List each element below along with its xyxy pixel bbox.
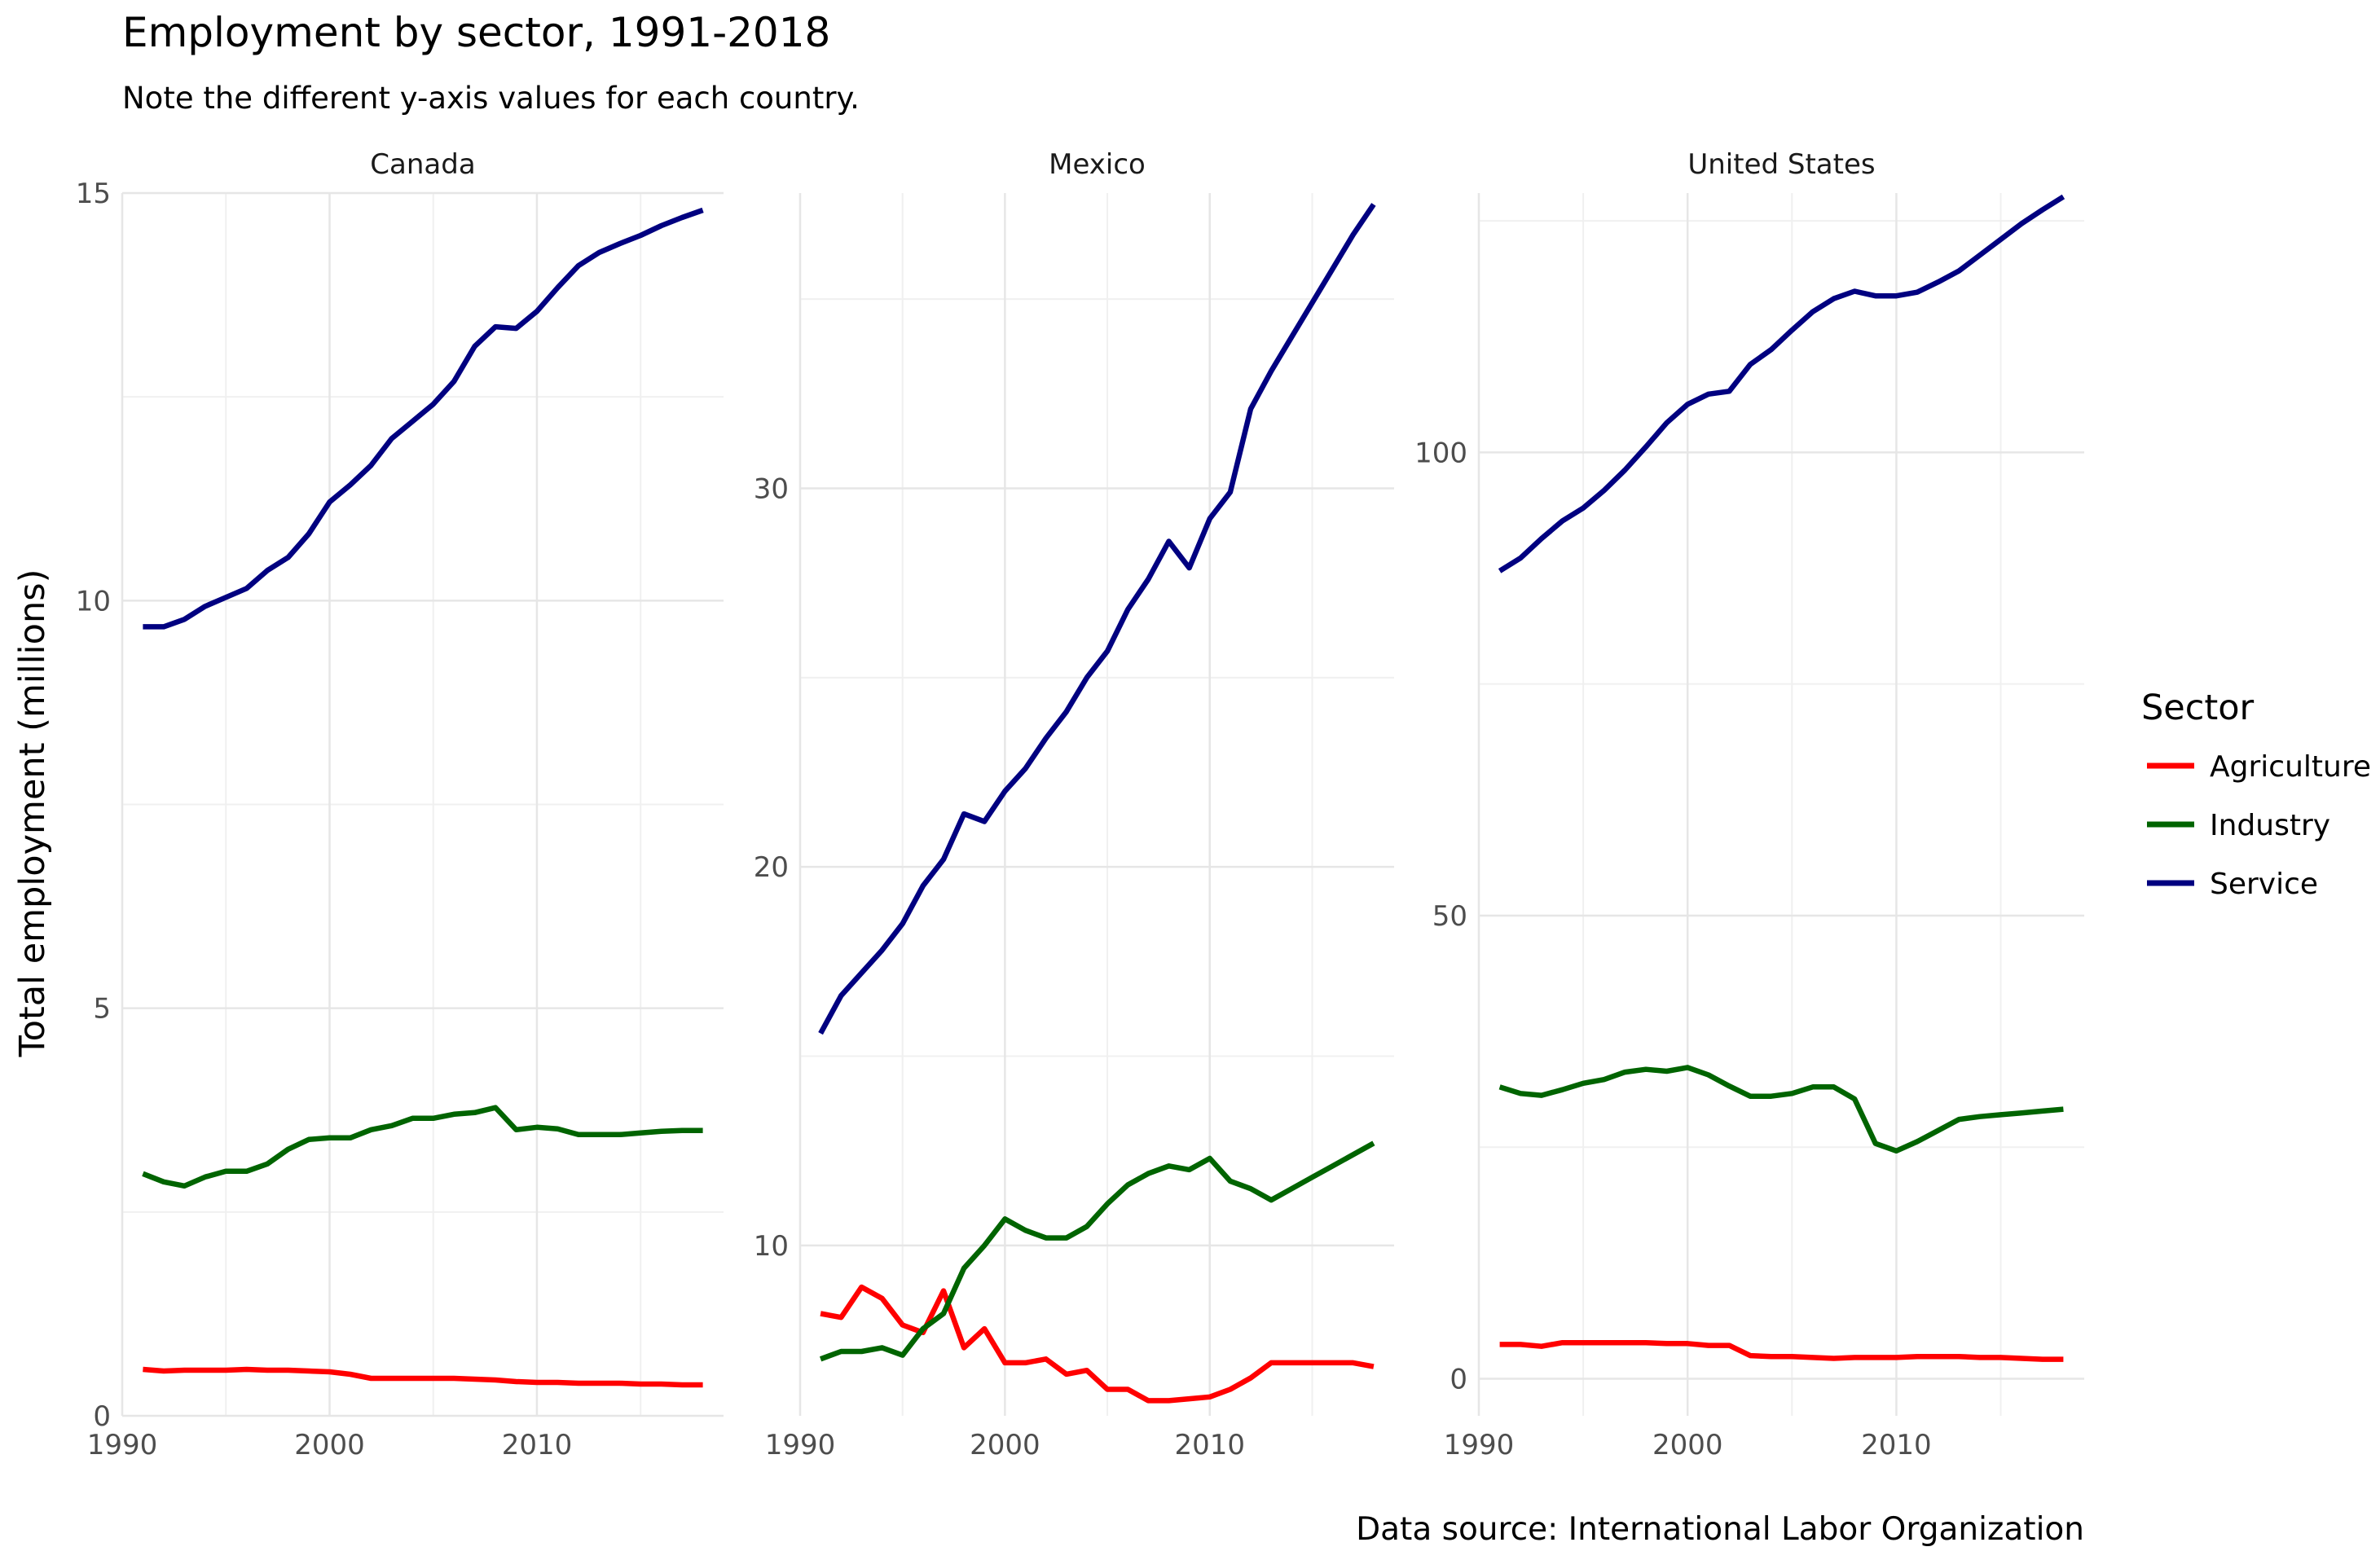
- y-tick-label: 0: [1450, 1364, 1467, 1396]
- legend-label-industry: Industry: [2210, 809, 2330, 842]
- series-line-service-mexico: [818, 203, 1376, 1035]
- legend-label-agriculture: Agriculture: [2210, 750, 2371, 784]
- series-line-agriculture-united-states: [1499, 1339, 2064, 1362]
- panel-label-united-states: United States: [1687, 148, 1875, 181]
- y-tick-label: 0: [93, 1400, 111, 1433]
- caption: Data source: International Labor Organiz…: [1356, 1511, 2084, 1548]
- y-tick-label: 50: [1432, 900, 1467, 933]
- chart-title: Employment by sector, 1991-2018: [122, 9, 830, 56]
- series-line-industry-united-states: [1498, 1065, 2064, 1154]
- y-axis-label: Total employment (millions): [12, 569, 53, 1058]
- x-tick-label: 2000: [294, 1429, 365, 1461]
- panels: Canada 0 5 10 15 1990 2000 2010 Mexico 10 20 30 1990…: [76, 148, 2084, 1461]
- series-line-industry-mexico: [819, 1140, 1375, 1362]
- x-tick-label: 1990: [87, 1429, 158, 1461]
- y-tick-label: 10: [754, 1230, 789, 1263]
- x-tick-label: 1990: [1444, 1429, 1515, 1461]
- y-tick-label: 30: [754, 472, 789, 505]
- legend-title: Sector: [2141, 688, 2255, 728]
- series-line-agriculture-mexico: [820, 1284, 1375, 1404]
- series-line-agriculture-canada: [143, 1366, 703, 1388]
- series-line-service-canada: [143, 207, 704, 630]
- y-tick-label: 15: [76, 178, 111, 210]
- y-tick-label: 100: [1414, 437, 1467, 469]
- x-tick-label: 2000: [970, 1429, 1040, 1461]
- x-tick-label: 2010: [502, 1429, 573, 1461]
- series-line-service-united-states: [1498, 194, 2065, 573]
- y-tick-label: 20: [754, 851, 789, 884]
- panel-label-mexico: Mexico: [1049, 148, 1146, 181]
- panel-united-states: United States 0 50 100 1990 2000 2010: [1414, 148, 2084, 1461]
- legend: Sector Agriculture Industry Service: [2141, 688, 2371, 901]
- chart-subtitle: Note the different y-axis values for eac…: [122, 81, 860, 116]
- x-tick-label: 2010: [1174, 1429, 1245, 1461]
- panel-label-canada: Canada: [370, 148, 475, 181]
- x-tick-label: 1990: [765, 1429, 836, 1461]
- x-tick-label: 2010: [1861, 1429, 1932, 1461]
- legend-label-service: Service: [2210, 868, 2318, 901]
- y-tick-label: 10: [76, 585, 111, 617]
- panel-canada: Canada 0 5 10 15 1990 2000 2010: [76, 148, 724, 1461]
- y-tick-label: 5: [93, 993, 111, 1026]
- panel-mexico: Mexico 10 20 30 1990 2000 2010: [754, 148, 1394, 1461]
- series-line-industry-canada: [142, 1105, 703, 1189]
- x-tick-label: 2000: [1652, 1429, 1723, 1461]
- legend-items: Agriculture Industry Service: [2147, 750, 2371, 901]
